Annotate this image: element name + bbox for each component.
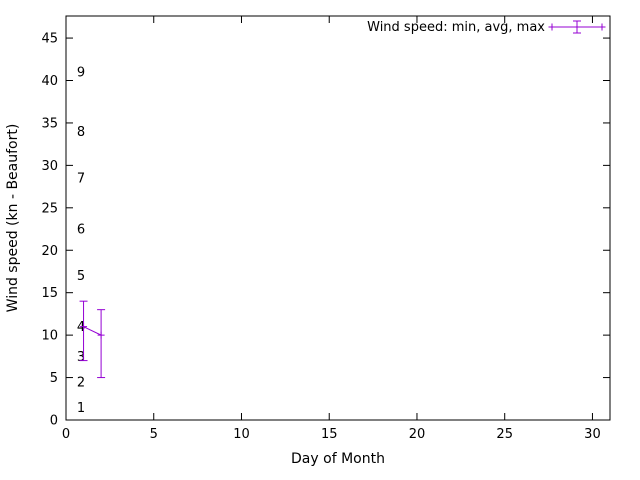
y-tick-label: 30	[41, 159, 58, 174]
y-tick-label: 5	[50, 371, 58, 386]
beaufort-label: 4	[77, 320, 85, 335]
beaufort-label: 3	[77, 350, 85, 365]
x-tick-label: 30	[584, 427, 601, 442]
y-tick-label: 0	[50, 414, 58, 429]
beaufort-label: 9	[77, 66, 85, 81]
x-tick-label: 5	[150, 427, 158, 442]
y-tick-label: 35	[41, 116, 58, 131]
beaufort-label: 6	[77, 223, 85, 238]
x-tick-label: 20	[409, 427, 426, 442]
avg-line	[83, 326, 102, 336]
plot-border	[65, 15, 611, 421]
x-tick-label: 0	[62, 427, 70, 442]
x-tick-label: 25	[496, 427, 513, 442]
y-axis-title: Wind speed (kn - Beaufort)	[5, 124, 21, 313]
y-tick-label: 15	[41, 286, 58, 301]
x-tick-label: 15	[321, 427, 338, 442]
beaufort-label: 5	[77, 269, 85, 284]
legend-label: Wind speed: min, avg, max	[367, 20, 545, 35]
y-tick-label: 20	[41, 244, 58, 259]
y-tick-label: 40	[41, 74, 58, 89]
y-tick-label: 25	[41, 201, 58, 216]
x-tick-label: 10	[233, 427, 250, 442]
x-axis-title: Day of Month	[291, 451, 385, 467]
y-tick-label: 45	[41, 32, 58, 47]
beaufort-label: 8	[77, 125, 85, 140]
y-tick-label: 10	[41, 329, 58, 344]
beaufort-label: 1	[77, 401, 85, 416]
beaufort-label: 2	[77, 375, 85, 390]
beaufort-label: 7	[77, 172, 85, 187]
